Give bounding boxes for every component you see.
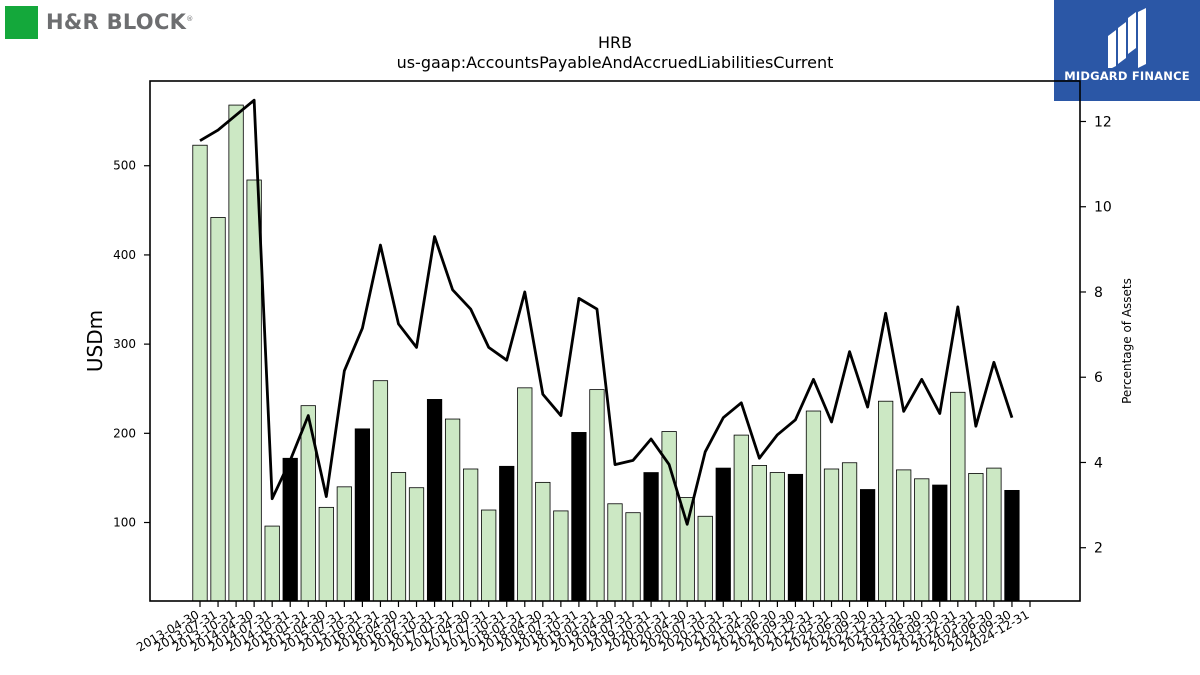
bar-2013-10-31 xyxy=(228,104,244,602)
midgard-finance-logo: MIDGARD FINANCE xyxy=(1054,0,1200,101)
midgard-wordmark: MIDGARD FINANCE xyxy=(1064,69,1190,83)
bar-2019-10-31 xyxy=(643,472,659,602)
percentage-line xyxy=(199,98,1014,526)
y2-axis-label: Percentage of Assets xyxy=(1120,278,1134,404)
bar-2023-06-30 xyxy=(914,478,930,602)
bar-2021-04-30 xyxy=(751,465,767,602)
bar-2023-12-31 xyxy=(950,391,966,602)
y-tick-label-500: 500 xyxy=(113,159,136,173)
y2-tick-label-10: 10 xyxy=(1094,200,1112,216)
y2-tick-label-6: 6 xyxy=(1094,370,1103,386)
bar-2024-06-30 xyxy=(986,467,1002,602)
line-layer xyxy=(199,98,1014,526)
bar-2022-06-30 xyxy=(841,462,858,602)
y-tick-label-200: 200 xyxy=(113,426,136,440)
y-axis-label: USDm xyxy=(83,310,107,372)
bar-2021-01-31 xyxy=(733,434,749,602)
chart-title: HRB xyxy=(598,33,632,52)
bar-2021-12-31 xyxy=(805,410,822,602)
bar-2015-04-30 xyxy=(318,506,334,602)
bar-2020-07-31 xyxy=(697,515,713,602)
bar-2016-07-31 xyxy=(408,487,425,602)
bar-2019-04-30 xyxy=(607,503,623,602)
hr-block-wordmark: H&R BLOCK xyxy=(46,10,187,34)
bar-2022-03-31 xyxy=(823,468,840,602)
y2-tick-label-2: 2 xyxy=(1094,541,1103,557)
bar-2018-04-30 xyxy=(535,481,551,602)
bar-2020-10-31 xyxy=(715,467,731,602)
bar-2018-01-31 xyxy=(517,387,533,602)
bar-2022-12-31 xyxy=(878,400,894,602)
bar-2019-07-31 xyxy=(625,512,641,602)
x-axis: 2013-04-302013-07-312013-10-312014-04-30… xyxy=(134,601,1032,654)
bar-2018-07-31 xyxy=(553,510,569,602)
y-axis-right: 2 4 6 8 10 12 xyxy=(1080,114,1112,557)
bar-2017-07-31 xyxy=(481,509,497,602)
bars-layer xyxy=(192,104,1020,602)
bar-2016-04-30 xyxy=(390,472,407,602)
y2-tick-label-4: 4 xyxy=(1094,455,1103,471)
bar-2017-10-31 xyxy=(499,465,515,602)
bar-2014-07-31 xyxy=(264,525,280,602)
bar-2024-03-31 xyxy=(968,473,984,602)
y-axis-left: 100 200 300 400 500 xyxy=(113,159,150,530)
bar-2023-03-31 xyxy=(896,469,912,602)
bar-2016-01-31 xyxy=(372,380,389,602)
bar-2022-09-30 xyxy=(859,489,876,602)
bar-2017-04-30 xyxy=(463,468,479,602)
bar-2020-04-30 xyxy=(679,497,695,602)
bar-2014-04-30 xyxy=(246,179,262,602)
bar-2015-07-31 xyxy=(336,486,352,602)
midgard-m-icon xyxy=(1108,8,1146,68)
y2-tick-label-12: 12 xyxy=(1094,114,1112,130)
bar-2013-07-31 xyxy=(210,217,226,602)
y-tick-label-300: 300 xyxy=(113,337,136,351)
y-tick-label-400: 400 xyxy=(113,248,136,262)
bar-2014-10-31 xyxy=(282,457,298,602)
bar-2021-09-30 xyxy=(787,473,804,602)
chart-subtitle: us-gaap:AccountsPayableAndAccruedLiabili… xyxy=(397,53,834,72)
bar-2018-10-31 xyxy=(571,432,587,602)
bar-2021-06-30 xyxy=(769,472,785,602)
bar-2015-10-31 xyxy=(354,428,371,602)
bar-2016-10-31 xyxy=(426,399,443,602)
hr-block-logo: H&R BLOCK® xyxy=(5,5,194,39)
bar-2017-01-31 xyxy=(444,418,461,602)
y-tick-label-100: 100 xyxy=(113,516,136,530)
y2-tick-label-8: 8 xyxy=(1094,285,1103,301)
bar-2019-01-31 xyxy=(589,389,605,602)
bar-2024-09-30 xyxy=(1004,489,1020,602)
hr-block-green-square xyxy=(5,5,38,39)
registered-mark: ® xyxy=(186,15,194,23)
bar-2013-04-30 xyxy=(192,144,208,602)
bar-2023-09-30 xyxy=(932,484,948,602)
